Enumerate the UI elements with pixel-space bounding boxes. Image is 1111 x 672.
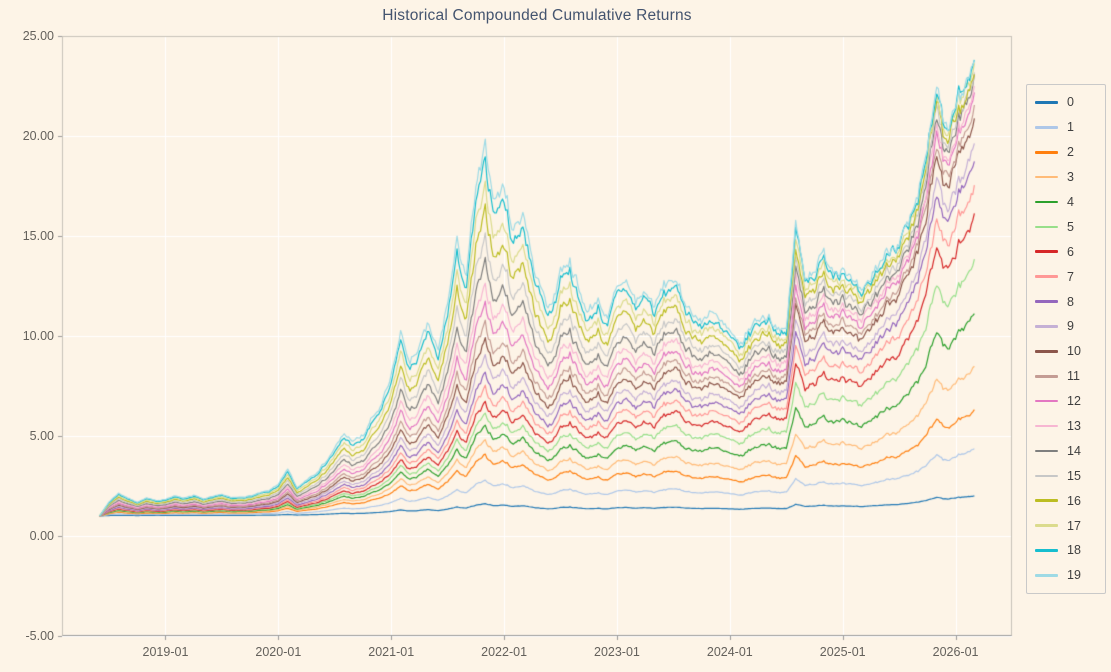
legend-line-swatch <box>1035 350 1058 353</box>
legend-line-swatch <box>1035 325 1058 328</box>
legend-item-label: 11 <box>1067 369 1080 384</box>
legend-line-swatch <box>1035 374 1058 378</box>
legend-line-swatch <box>1035 574 1058 577</box>
legend-item: 13 <box>1027 414 1105 439</box>
legend-item: 15 <box>1027 463 1105 488</box>
chart-title: Historical Compounded Cumulative Returns <box>382 7 692 24</box>
legend-line-swatch <box>1035 474 1058 478</box>
legend-item: 19 <box>1027 563 1105 588</box>
legend-item: 6 <box>1027 239 1105 264</box>
x-tick-label: 2019-01 <box>142 645 189 659</box>
legend-item: 1 <box>1027 115 1105 140</box>
legend-item-label: 19 <box>1067 568 1081 583</box>
legend-item: 11 <box>1027 364 1105 389</box>
legend-line-swatch <box>1035 101 1058 104</box>
y-tick-label: 25.00 <box>22 29 54 43</box>
legend-line-swatch <box>1035 126 1058 129</box>
legend-line-swatch <box>1035 275 1058 278</box>
legend-line-swatch <box>1035 549 1058 552</box>
legend-item-label: 2 <box>1067 145 1074 160</box>
legend-item: 2 <box>1027 140 1105 165</box>
legend-item: 18 <box>1027 538 1105 563</box>
legend-item-label: 6 <box>1067 244 1074 259</box>
legend-item-label: 13 <box>1067 419 1081 434</box>
legend-line-swatch <box>1035 225 1058 229</box>
legend-line-swatch <box>1035 150 1058 154</box>
legend-line-swatch <box>1035 524 1058 527</box>
x-tick-label: 2024-01 <box>706 645 753 659</box>
legend-item-label: 3 <box>1067 170 1074 185</box>
legend-item-label: 8 <box>1067 294 1074 309</box>
legend-item-label: 12 <box>1067 394 1081 409</box>
y-tick-label: 20.00 <box>22 129 54 143</box>
y-tick-label: 0.00 <box>29 529 54 543</box>
x-tick-label: 2025-01 <box>819 645 866 659</box>
y-tick-label: 15.00 <box>22 229 54 243</box>
legend-line-swatch <box>1035 424 1058 428</box>
legend-item-label: 9 <box>1067 319 1074 334</box>
legend-item: 14 <box>1027 438 1105 463</box>
legend-item-label: 1 <box>1067 120 1074 135</box>
x-tick-label: 2022-01 <box>481 645 528 659</box>
legend-line-swatch <box>1035 449 1058 453</box>
legend-item: 5 <box>1027 214 1105 239</box>
legend-item-label: 15 <box>1067 468 1081 483</box>
x-tick-label: 2020-01 <box>255 645 302 659</box>
legend-line-swatch <box>1035 175 1058 179</box>
legend-item: 10 <box>1027 339 1105 364</box>
legend-item: 16 <box>1027 488 1105 513</box>
legend-item-label: 4 <box>1067 195 1074 209</box>
legend-item: 0 <box>1027 90 1105 115</box>
legend-line-swatch <box>1035 250 1058 254</box>
legend-item: 17 <box>1027 513 1105 538</box>
legend-item-label: 5 <box>1067 219 1074 234</box>
legend-item: 7 <box>1027 264 1105 289</box>
x-tick-label: 2021-01 <box>368 645 415 659</box>
legend-line-swatch <box>1035 300 1058 303</box>
legend-item-label: 0 <box>1067 95 1074 110</box>
legend-item-label: 10 <box>1067 344 1081 359</box>
legend-item-label: 14 <box>1067 443 1081 458</box>
y-tick-label: -5.00 <box>25 629 55 643</box>
legend-item-label: 18 <box>1067 543 1081 558</box>
legend-item: 12 <box>1027 389 1105 414</box>
x-tick-label: 2026-01 <box>932 645 979 659</box>
legend-item: 4 <box>1027 190 1105 215</box>
legend-item-label: 16 <box>1067 493 1081 508</box>
legend-item: 3 <box>1027 165 1105 190</box>
legend: 0 1 2 3 4 5 6 7 8 9 10 11 12 13 14 15 16 17 18 19 <box>1026 84 1106 594</box>
y-tick-label: 5.00 <box>29 429 54 443</box>
legend-item: 8 <box>1027 289 1105 314</box>
legend-item-label: 17 <box>1067 518 1081 533</box>
legend-line-swatch <box>1035 399 1058 403</box>
legend-line-swatch <box>1035 499 1058 502</box>
x-tick-label: 2023-01 <box>594 645 640 659</box>
legend-line-swatch <box>1035 200 1058 204</box>
y-tick-label: 10.00 <box>22 329 54 343</box>
legend-item: 9 <box>1027 314 1105 339</box>
legend-item-label: 7 <box>1067 269 1074 284</box>
